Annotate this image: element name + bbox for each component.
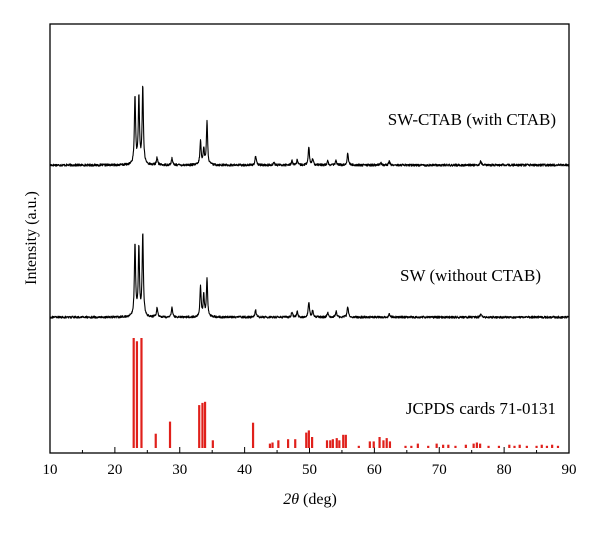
series-label-jcpds: JCPDS cards 71-0131: [406, 399, 556, 418]
x-axis-tick-labels: 10 20 30 40 50 60 70 80 90: [43, 462, 577, 478]
xrd-line-sw-ctab: [49, 85, 570, 167]
series-label-sw-ctab: SW-CTAB (with CTAB): [388, 110, 556, 129]
x-axis-unit: (deg): [303, 491, 337, 508]
xrd-traces: [49, 85, 570, 319]
x-axis-ticks: [49, 447, 570, 453]
xrd-line-sw: [49, 233, 570, 319]
reference-sticks: [132, 338, 560, 448]
plot-frame: [49, 23, 570, 454]
x-tick-label-90: 90: [562, 462, 577, 478]
x-tick-label-10: 10: [43, 462, 58, 478]
x-tick-label-20: 20: [107, 462, 122, 478]
x-axis-symbol: 2θ: [283, 491, 299, 508]
x-tick-label-40: 40: [237, 462, 252, 478]
x-tick-label-60: 60: [367, 462, 382, 478]
series-label-sw: SW (without CTAB): [400, 266, 541, 285]
x-tick-label-30: 30: [172, 462, 187, 478]
x-tick-label-80: 80: [497, 462, 512, 478]
x-axis-title: 2θ (deg): [283, 491, 337, 508]
x-tick-label-70: 70: [432, 462, 447, 478]
y-axis-title: Intensity (a.u.): [23, 191, 40, 285]
x-tick-label-50: 50: [302, 462, 317, 478]
